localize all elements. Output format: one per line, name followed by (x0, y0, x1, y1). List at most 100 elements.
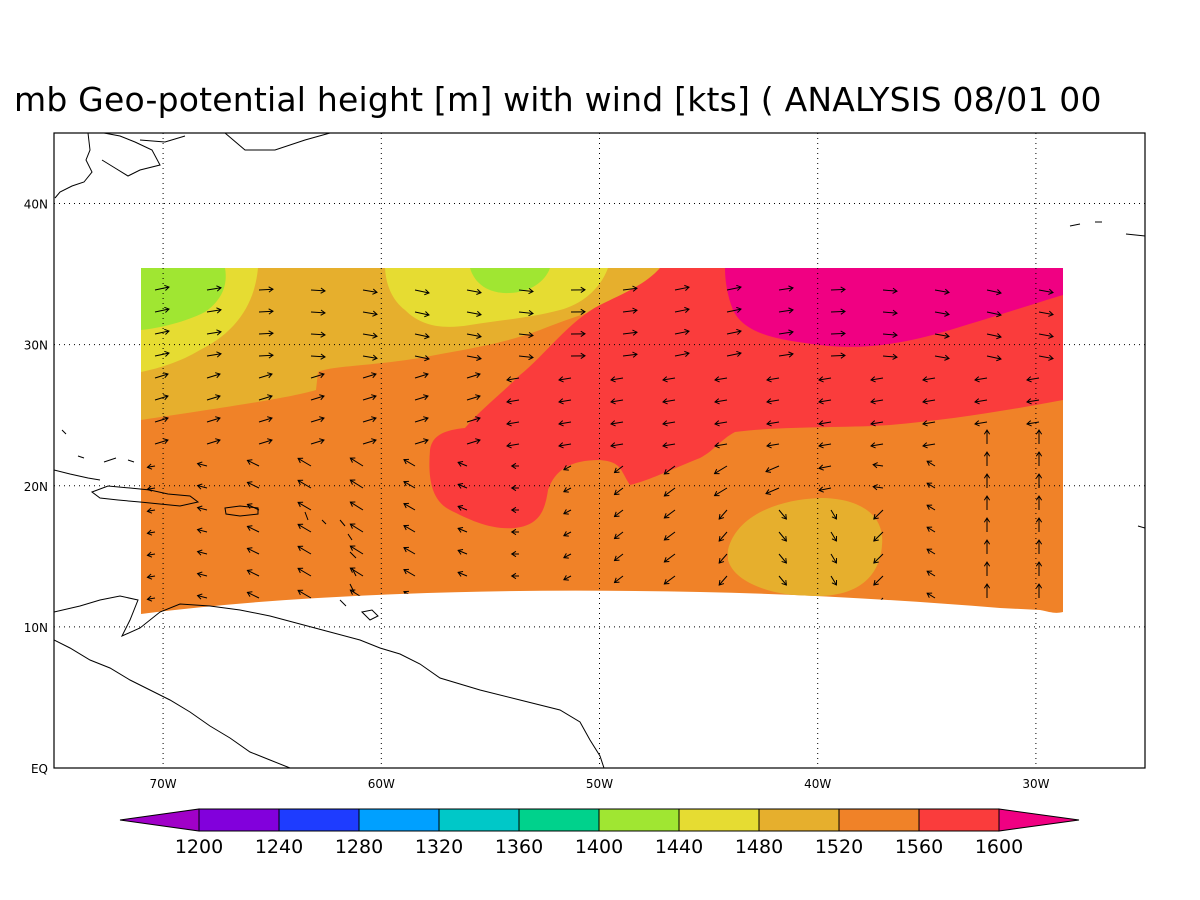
wind-arrow (922, 398, 936, 405)
wind-arrow (414, 311, 430, 318)
wind-arrow (830, 597, 838, 608)
wind-arrow (778, 597, 787, 608)
coastline-trinidad (360, 609, 379, 621)
wind-arrow (154, 438, 169, 445)
wind-arrow (246, 591, 260, 599)
plot-title: mb Geo-potential height [m] with wind [k… (14, 80, 1102, 119)
wind-arrow (983, 451, 991, 466)
wind-arrow (403, 458, 416, 467)
wind-arrow (563, 531, 572, 537)
wind-arrow (622, 307, 638, 314)
wind-arrow (1035, 495, 1043, 510)
coastline-bahamas (61, 429, 135, 463)
wind-arrow (674, 328, 690, 336)
wind-arrow (414, 394, 429, 401)
wind-arrow (830, 286, 846, 293)
wind-arrow (206, 351, 222, 358)
colorbar: 1200 1240 1280 1320 1360 1400 1440 1480 1520 1560… (119, 808, 1080, 858)
wind-arrow (830, 531, 838, 542)
colorbar-label: 1400 (575, 836, 623, 858)
wind-arrow (146, 463, 156, 470)
wind-arrow (613, 487, 624, 496)
wind-arrow (362, 416, 377, 423)
wind-arrow (258, 308, 274, 315)
wind-arrow (414, 289, 430, 296)
wind-arrow (206, 416, 221, 423)
wind-arrow (726, 350, 742, 357)
wind-arrow (613, 553, 624, 562)
wind-arrow (1035, 429, 1043, 444)
colorbar-segment (598, 808, 680, 832)
wind-arrow (196, 461, 208, 468)
grid-lines (54, 133, 1145, 768)
colorbar-segment (438, 808, 520, 832)
wind-arrow (310, 394, 325, 401)
wind-arrow (154, 416, 169, 423)
wind-arrow (922, 420, 936, 427)
field-1440-a (141, 268, 226, 330)
wind-arrow (663, 487, 676, 497)
wind-arrow (258, 352, 274, 359)
wind-arrow (873, 575, 884, 586)
wind-arrow (570, 308, 586, 315)
wind-arrow (558, 376, 572, 383)
wind-arrow (310, 353, 326, 360)
wind-arrow (882, 353, 898, 360)
wind-arrow (663, 465, 676, 475)
wind-arrow (457, 461, 468, 467)
wind-arrow (610, 398, 624, 405)
wind-arrow (610, 420, 624, 427)
wind-arrow (506, 398, 520, 405)
colorbar-segment (678, 808, 760, 832)
wind-arrow (778, 351, 794, 358)
colorbar-label: 1600 (975, 836, 1023, 858)
wind-arrow (1035, 451, 1043, 466)
colorbar-label: 1320 (415, 836, 463, 858)
wind-arrow (297, 545, 312, 555)
wind-arrow (714, 420, 728, 427)
y-tick-label: 10N (24, 621, 48, 635)
wind-arrow (922, 442, 936, 449)
wind-arrow (870, 442, 884, 449)
colorbar-label: 1240 (255, 836, 303, 858)
wind-arrow (510, 594, 520, 602)
wind-arrow (466, 394, 481, 401)
wind-arrow (206, 394, 221, 401)
wind-arrow (558, 398, 572, 405)
wind-arrow (830, 509, 838, 520)
wind-arrow (818, 376, 832, 383)
wind-arrow (196, 571, 208, 578)
wind-arrow (362, 332, 378, 339)
wind-arrow (362, 310, 378, 317)
wind-arrow (882, 287, 898, 294)
wind-arrow (718, 509, 728, 520)
x-axis-ticks: 70W 60W 50W 40W 30W (150, 777, 1050, 791)
wind-arrow (457, 549, 468, 555)
wind-arrow (310, 416, 325, 423)
colorbar-segment (758, 808, 840, 832)
wind-arrow (349, 457, 364, 467)
wind-arrow (362, 394, 377, 401)
wind-arrow (403, 480, 416, 489)
wind-arrow (563, 575, 572, 581)
wind-arrow (622, 285, 638, 292)
wind-arrow (403, 546, 416, 555)
wind-arrow (830, 308, 846, 315)
wind-arrow (718, 531, 728, 542)
wind-arrow (258, 438, 273, 445)
wind-arrow (146, 529, 156, 536)
wind-arrow (778, 575, 787, 586)
wind-arrow (610, 376, 624, 383)
x-tick-label: 50W (586, 777, 613, 791)
coastline-cuba (54, 469, 101, 481)
wind-arrow (674, 284, 690, 292)
wind-arrow (518, 287, 534, 295)
wind-arrow (466, 332, 482, 339)
wind-arrow (297, 567, 312, 577)
wind-arrow (146, 485, 156, 492)
coastline-lesser-antilles (304, 511, 357, 607)
y-axis-ticks: EQ 10N 20N 30N 40N (24, 198, 48, 776)
wind-arrow (457, 505, 468, 511)
wind-arrow (403, 568, 416, 577)
wind-arrow (778, 531, 787, 542)
